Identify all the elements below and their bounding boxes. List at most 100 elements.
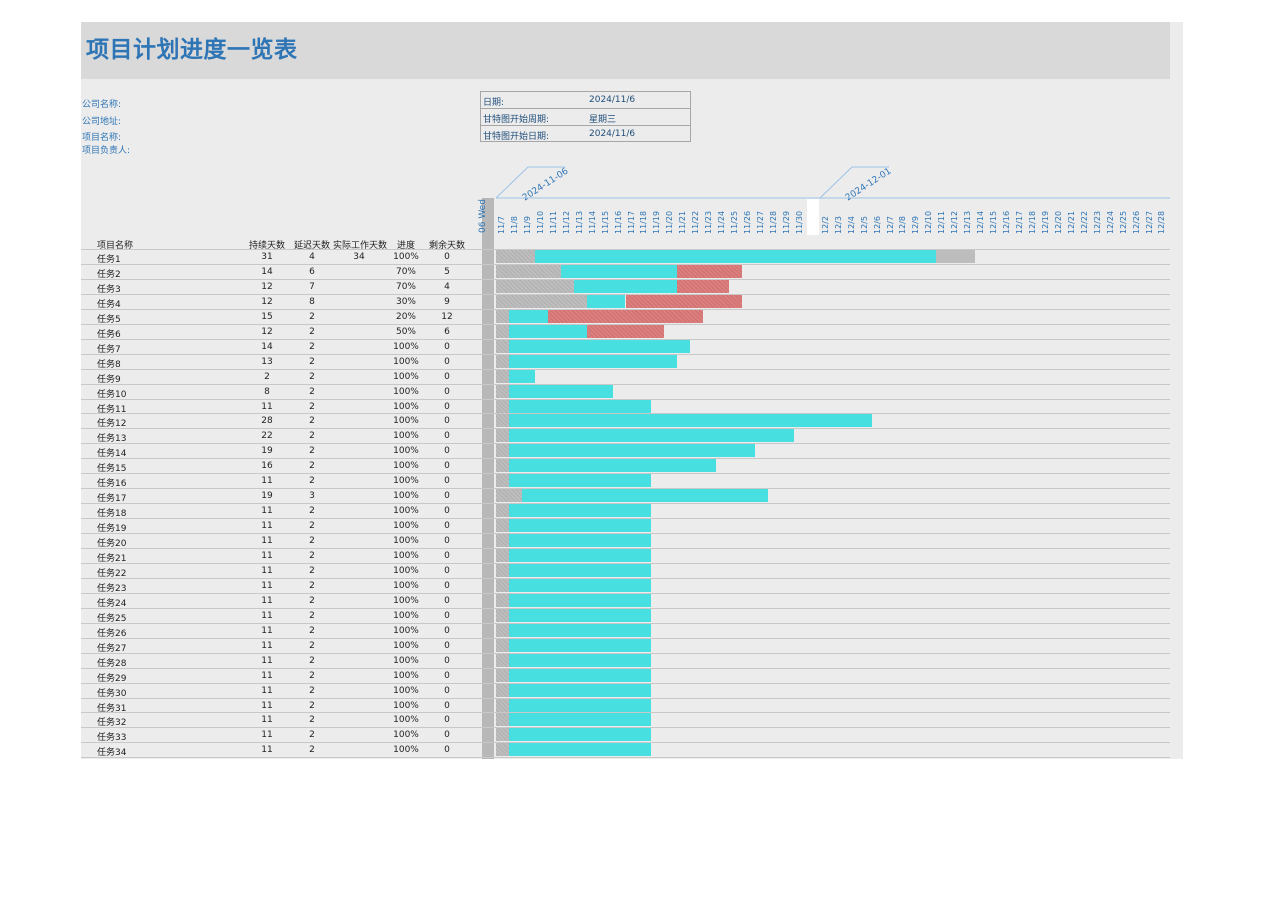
row-divider — [81, 548, 1170, 549]
task-delay: 2 — [309, 685, 315, 696]
task-progress: 100% — [393, 341, 419, 352]
task-duration: 11 — [261, 506, 273, 517]
task-duration: 11 — [261, 476, 273, 487]
task-delay: 2 — [309, 536, 315, 547]
pre-segment-bar — [496, 414, 509, 428]
task-progress: 100% — [393, 745, 419, 756]
date-tick: 12/2 — [820, 216, 830, 234]
title-band — [81, 22, 1170, 79]
done-segment-bar — [508, 369, 535, 383]
task-remaining: 12 — [441, 311, 453, 322]
task-duration: 11 — [261, 536, 273, 547]
task-name: 任务8 — [97, 359, 121, 370]
task-delay: 2 — [309, 670, 315, 681]
task-delay: 2 — [309, 640, 315, 651]
task-delay: 2 — [309, 401, 315, 412]
done-segment-bar — [508, 713, 652, 727]
date-tick: 11/27 — [756, 210, 765, 234]
date-tick: 11/8 — [509, 216, 519, 234]
task-delay: 2 — [309, 386, 315, 397]
task-name: 任务4 — [97, 299, 121, 310]
task-progress: 20% — [395, 311, 416, 322]
task-progress: 70% — [395, 281, 416, 292]
row-divider — [81, 577, 1170, 579]
task-remaining: 0 — [444, 506, 450, 517]
task-name: 任务2 — [97, 269, 121, 280]
task-name: 任务12 — [97, 419, 127, 430]
task-progress: 100% — [393, 551, 419, 561]
date-tick: 11/13 — [574, 210, 584, 234]
date-value[interactable]: 2024/11/6 — [589, 95, 636, 105]
task-delay: 2 — [309, 416, 315, 427]
gantt-start-value[interactable]: 2024/11/6 — [589, 129, 636, 139]
done-segment-bar — [508, 653, 652, 667]
task-delay: 2 — [309, 730, 315, 741]
date-tick: 12/24 — [1105, 210, 1115, 234]
pre-segment-bar — [496, 384, 509, 398]
row-divider — [81, 518, 1170, 520]
task-remaining: 0 — [444, 685, 450, 696]
pre-segment-bar — [496, 638, 509, 652]
done-segment-bar — [508, 683, 652, 697]
date-tick: 12/23 — [1092, 210, 1102, 234]
done-segment-bar — [508, 429, 794, 443]
task-remaining: 0 — [444, 491, 450, 502]
task-name: 任务5 — [97, 314, 121, 325]
done-segment-bar — [508, 354, 678, 368]
task-remaining: 0 — [444, 476, 450, 487]
row-divider — [81, 622, 1170, 624]
task-name: 任务3 — [97, 284, 121, 295]
task-name: 任务28 — [97, 658, 127, 669]
done-segment-bar — [508, 578, 652, 592]
task-progress: 100% — [393, 730, 419, 741]
date-label: 日期: — [483, 98, 505, 108]
done-segment-bar — [508, 399, 652, 413]
task-delay: 2 — [309, 461, 315, 472]
pre-segment-bar — [496, 324, 509, 338]
task-name: 任务26 — [97, 628, 127, 639]
date-tick: 11/14 — [587, 210, 597, 234]
gantt-week-value[interactable]: 星期三 — [589, 115, 617, 125]
row-divider — [81, 263, 1170, 265]
pre-segment-bar — [496, 369, 509, 383]
date-tick: 12/13 — [963, 210, 973, 234]
task-remaining: 0 — [444, 745, 450, 756]
task-progress: 100% — [393, 401, 419, 412]
date-tick: 11/25 — [730, 210, 740, 234]
row-divider — [81, 727, 1170, 729]
date-tick: 11/7 — [497, 216, 506, 234]
task-duration: 15 — [261, 311, 273, 322]
date-tick: 11/17 — [626, 210, 636, 234]
task-remaining: 6 — [444, 326, 450, 337]
task-delay: 2 — [309, 715, 315, 726]
task-duration: 11 — [261, 745, 273, 756]
date-tick: 12/28 — [1157, 210, 1167, 234]
row-divider — [81, 458, 1170, 460]
done-segment-bar — [508, 549, 652, 562]
task-progress: 100% — [393, 506, 419, 517]
task-duration: 19 — [261, 491, 273, 502]
date-tick: 11/29 — [781, 210, 791, 234]
task-duration: 12 — [261, 281, 273, 292]
pre-segment-bar — [496, 399, 509, 413]
task-progress: 100% — [393, 461, 419, 472]
date-tick: 11/21 — [678, 210, 688, 234]
task-name: 任务10 — [97, 389, 127, 400]
date-tick: 12/3 — [833, 216, 843, 234]
task-name: 任务14 — [97, 449, 127, 460]
task-progress: 100% — [393, 446, 419, 457]
row-divider — [81, 443, 1170, 445]
row-divider — [81, 323, 1170, 325]
gantt-week-label: 甘特图开始周期: — [483, 115, 550, 125]
project-owner-label: 项目负责人: — [82, 146, 131, 156]
pre-segment-bar — [496, 504, 509, 518]
task-actual: 34 — [353, 252, 365, 262]
task-remaining: 0 — [444, 401, 450, 412]
date-tick: 12/21 — [1066, 210, 1076, 234]
header-actual: 实际工作天数 — [333, 241, 388, 251]
pre-segment-bar — [496, 354, 509, 368]
task-delay: 3 — [309, 491, 315, 502]
pre-segment-bar — [496, 309, 509, 323]
task-delay: 2 — [309, 625, 315, 636]
task-remaining: 0 — [444, 640, 450, 651]
